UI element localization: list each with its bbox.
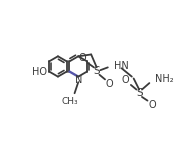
Text: S: S <box>93 66 100 76</box>
Text: N: N <box>75 75 83 85</box>
Text: HO: HO <box>32 67 47 77</box>
Text: O: O <box>121 75 129 85</box>
Text: O: O <box>78 53 86 63</box>
Text: S: S <box>136 88 142 98</box>
Text: O: O <box>106 79 113 89</box>
Text: HN: HN <box>114 61 129 71</box>
Text: CH₃: CH₃ <box>62 97 78 106</box>
Text: O: O <box>148 100 156 110</box>
Text: NH₂: NH₂ <box>155 74 174 84</box>
